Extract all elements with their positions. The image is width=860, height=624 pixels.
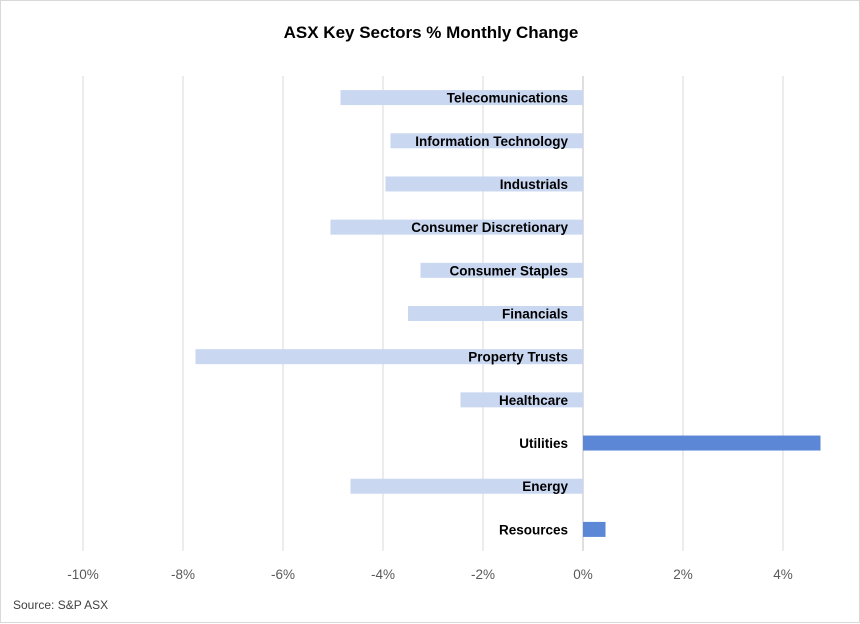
bar bbox=[390, 133, 583, 149]
bar bbox=[350, 478, 583, 494]
x-tick-label: -10% bbox=[67, 567, 99, 582]
x-tick-label: 2% bbox=[673, 567, 693, 582]
category-label: Energy bbox=[522, 479, 568, 494]
category-label: Property Trusts bbox=[468, 350, 568, 365]
category-label: Industrials bbox=[500, 177, 568, 192]
source-note: Source: S&P ASX bbox=[13, 598, 109, 612]
x-tick-label: 4% bbox=[773, 567, 793, 582]
bar bbox=[460, 392, 583, 408]
chart-title: ASX Key Sectors % Monthly Change bbox=[283, 23, 579, 42]
bar bbox=[420, 262, 583, 278]
category-label: Utilities bbox=[519, 436, 568, 451]
category-label: Financials bbox=[502, 307, 568, 322]
bar bbox=[330, 219, 583, 235]
x-tick-label: -4% bbox=[371, 567, 395, 582]
bar bbox=[385, 176, 583, 192]
category-label: Consumer Staples bbox=[449, 263, 568, 278]
bar bbox=[408, 306, 583, 321]
category-label: Consumer Discretionary bbox=[411, 220, 568, 235]
x-tick-label: -2% bbox=[471, 567, 495, 582]
x-tick-label: -8% bbox=[171, 567, 195, 582]
category-label: Telecomunications bbox=[447, 91, 568, 106]
bar bbox=[583, 521, 606, 537]
category-label: Healthcare bbox=[499, 393, 569, 408]
x-tick-label: 0% bbox=[573, 567, 593, 582]
category-label: Resources bbox=[499, 522, 568, 537]
bar bbox=[340, 90, 583, 106]
bar bbox=[195, 349, 583, 365]
category-label: Information Technology bbox=[415, 134, 568, 149]
x-tick-label: -6% bbox=[271, 567, 295, 582]
bar bbox=[583, 435, 821, 451]
